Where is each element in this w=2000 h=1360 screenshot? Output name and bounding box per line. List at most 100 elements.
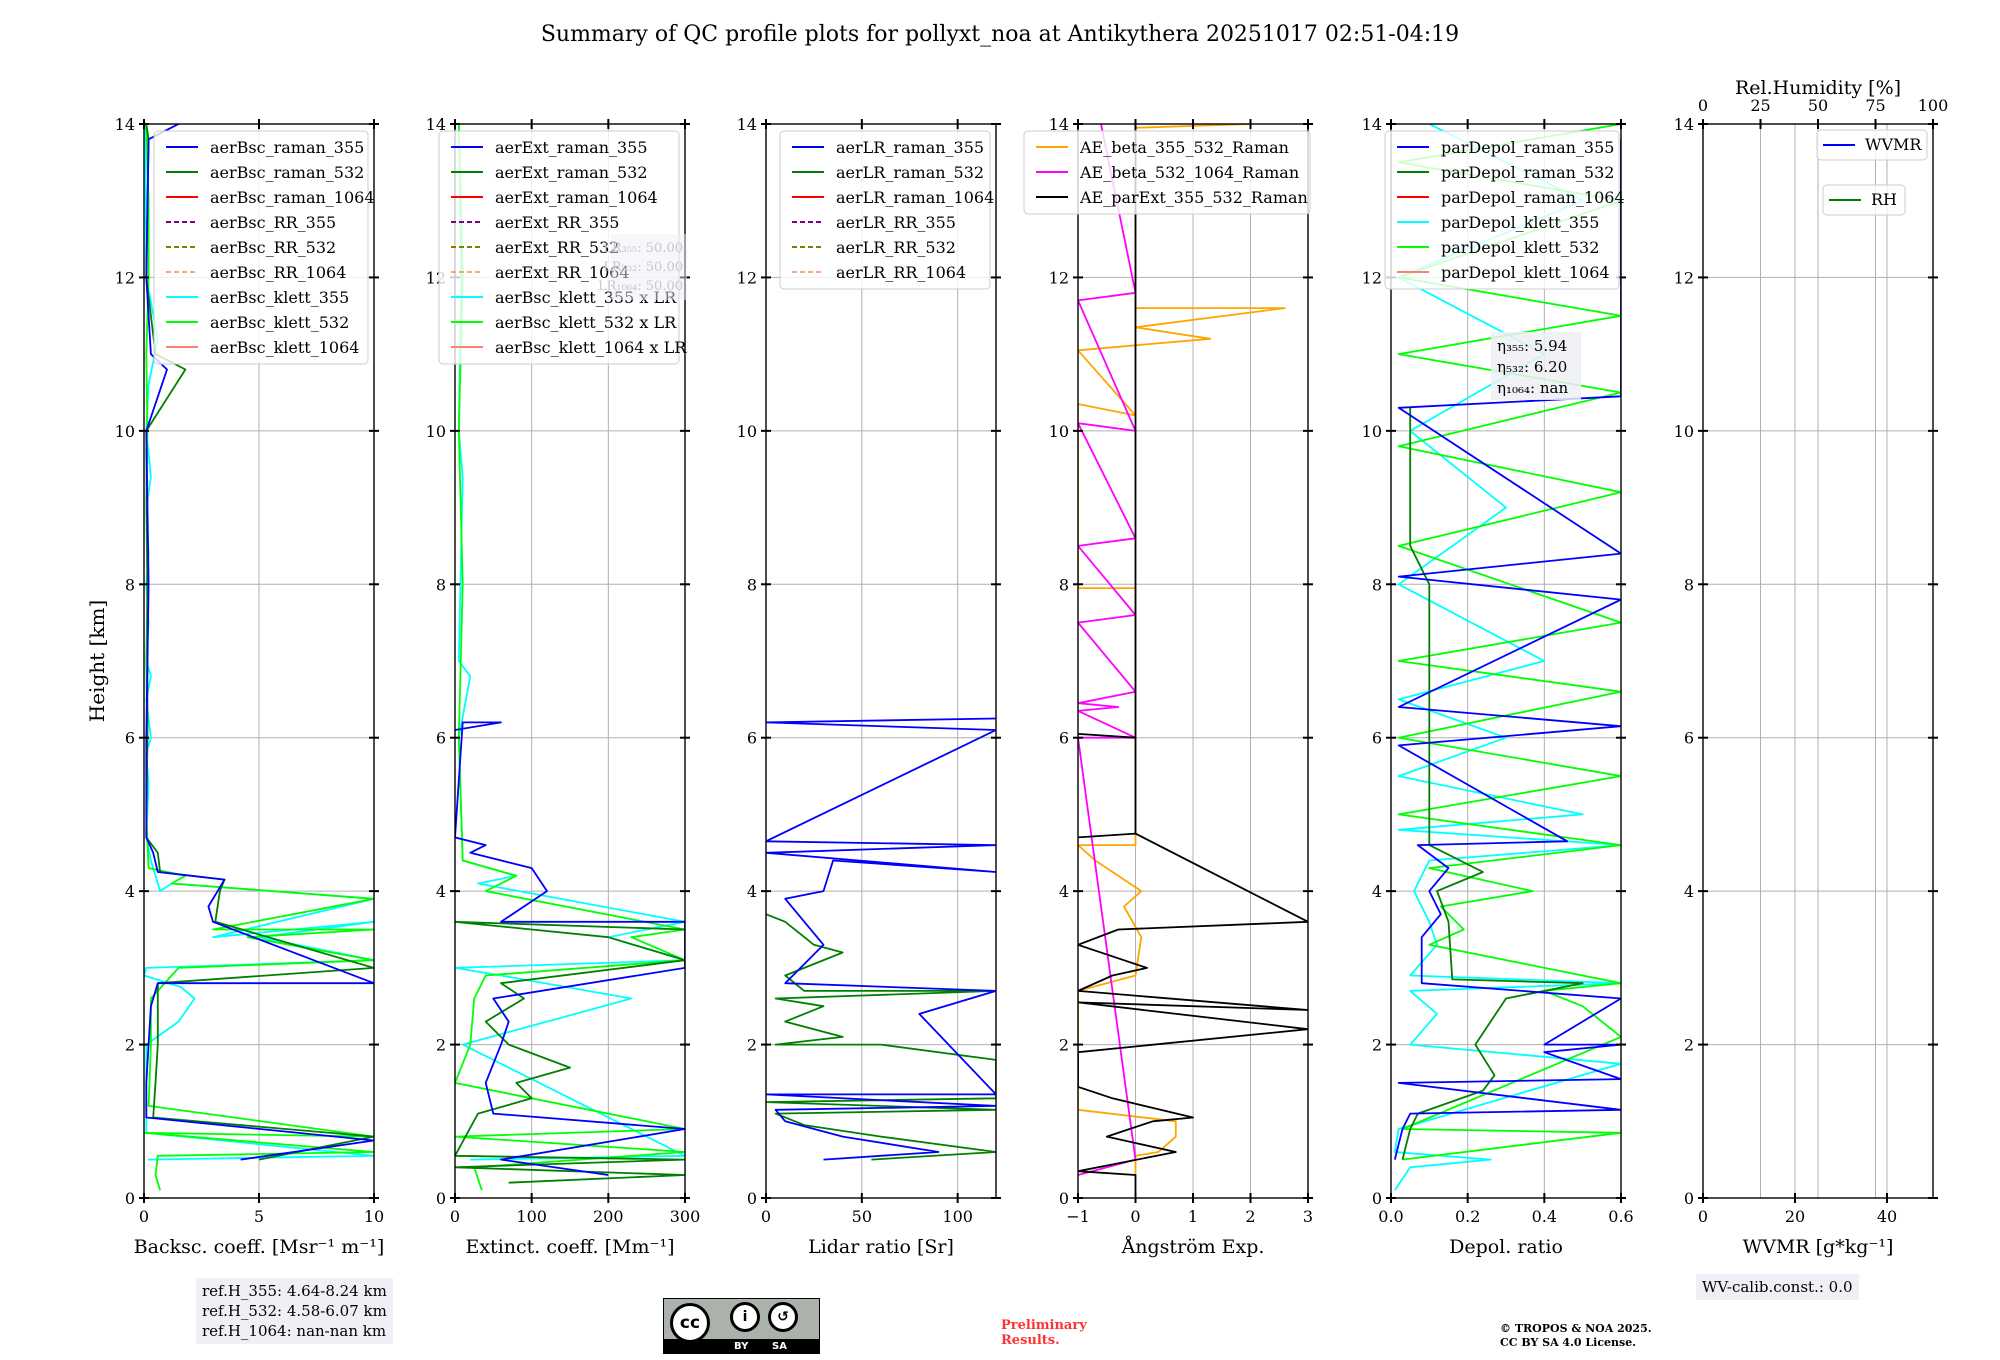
legend-label: aerExt_RR_355 (495, 213, 619, 232)
y-tick-label: 10 (1362, 422, 1382, 441)
y-tick-label: 10 (426, 422, 446, 441)
lr-annotation-box (611, 234, 687, 300)
series-aerExt_raman_532 (455, 920, 685, 1184)
legend-label: aerLR_raman_532 (836, 163, 984, 182)
legend-box (1384, 130, 1620, 290)
series-AE_beta_355_532_Raman (1078, 124, 1286, 1175)
y-tick-label: 14 (1049, 115, 1069, 134)
x-axis-label: Backsc. coeff. [Msr⁻¹ m⁻¹] (134, 1236, 385, 1258)
x-tick-label: 100 (942, 1207, 973, 1226)
copyright-line-2: CC BY SA 4.0 License. (1500, 1336, 1637, 1349)
y-tick-label: 4 (1059, 882, 1069, 901)
legend-label: AE_beta_355_532_Raman (1079, 138, 1289, 157)
legend-box (1822, 184, 1906, 216)
x-tick-label: 0 (1698, 1207, 1708, 1226)
x-tick-label: −1 (1066, 1207, 1090, 1226)
lr-annotation: LR₅₃₂: 50.00 (603, 260, 683, 275)
y-tick-label: 0 (436, 1189, 446, 1208)
legend-label: RH (1871, 190, 1897, 209)
x-tick-label: 0 (139, 1207, 149, 1226)
legend-label: aerBsc_raman_532 (210, 163, 364, 182)
figure-title: Summary of QC profile plots for pollyxt_… (540, 22, 1460, 47)
legend-label: aerLR_raman_1064 (836, 188, 994, 207)
y-tick-label: 4 (125, 882, 135, 901)
legend-box (1816, 129, 1928, 161)
y-tick-label: 2 (1372, 1036, 1382, 1055)
axes-frame (1390, 123, 1622, 1199)
x-tick-label: 0 (450, 1207, 460, 1226)
legend-label: AE_beta_532_1064_Raman (1079, 163, 1299, 182)
x-tick-label: 0.4 (1532, 1207, 1557, 1226)
x-tick-label: 0 (761, 1207, 771, 1226)
x2-tick-label: 0 (1698, 96, 1708, 115)
y-tick-label: 0 (1684, 1189, 1694, 1208)
y-tick-label: 6 (1684, 729, 1694, 748)
legend-label: aerLR_RR_355 (836, 213, 956, 232)
x2-axis-label: Rel.Humidity [%] (1735, 77, 1901, 99)
legend-label: parDepol_raman_1064 (1441, 188, 1625, 207)
eta-annotation-box (1491, 332, 1581, 400)
y-tick-label: 2 (747, 1036, 757, 1055)
series-group (1393, 124, 1621, 1191)
y-tick-label: 10 (115, 422, 135, 441)
y-tick-label: 14 (115, 115, 135, 134)
panel-depolarization: 0 2 4 6 8 10 12 14 0.0 0.2 0.4 0.6 Depol. ratio parDe… (1362, 115, 1634, 1258)
y-tick-label: 8 (1684, 575, 1694, 594)
legend-label: aerExt_raman_355 (495, 138, 648, 157)
eta-annotation: η₁₀₆₄: nan (1497, 379, 1568, 397)
y-tick-label: 6 (747, 729, 757, 748)
y-tick-label: 6 (1372, 729, 1382, 748)
y-tick-label: 14 (426, 115, 446, 134)
y-tick-label: 2 (436, 1036, 446, 1055)
y-tick-label: 14 (1362, 115, 1382, 134)
legend-label: aerBsc_raman_1064 (210, 188, 375, 207)
sa-label: SA (772, 1341, 787, 1352)
x-tick-label: 10 (364, 1207, 384, 1226)
legend-label: aerBsc_RR_1064 (210, 263, 346, 282)
y-tick-label: 8 (436, 575, 446, 594)
series-aerLR_raman_532 (766, 913, 996, 1161)
y-tick-label: 12 (115, 268, 135, 287)
x2-tick-label: 25 (1750, 96, 1770, 115)
x-axis-label: WVMR [g*kg⁻¹] (1743, 1236, 1894, 1258)
preliminary-line-1: Preliminary (1001, 1318, 1087, 1333)
legend-label: aerLR_raman_355 (836, 138, 984, 157)
legend-label: WVMR (1865, 135, 1922, 154)
legend-label: aerExt_raman_1064 (495, 188, 658, 207)
legend-label: aerLR_RR_1064 (836, 263, 966, 282)
copyright-note: © TROPOS & NOA 2025. CC BY SA 4.0 Licens… (1500, 1322, 1652, 1350)
x-axis-label: Lidar ratio [Sr] (808, 1236, 954, 1258)
x-tick-label: 3 (1303, 1207, 1313, 1226)
series-group (1078, 124, 1308, 1198)
badge-band (664, 1339, 819, 1353)
x-tick-label: 200 (593, 1207, 624, 1226)
y-tick-label: 0 (1059, 1189, 1069, 1208)
x-tick-label: 20 (1785, 1207, 1805, 1226)
y-tick-label: 12 (1049, 268, 1069, 287)
panel-lidar-ratio: 0 2 4 6 8 10 12 14 0 50 100 Lidar ratio [Sr] aerLR_r… (737, 115, 1001, 1258)
series-aerBsc_klett_532 x LR (455, 124, 685, 1191)
legend-label: aerBsc_RR_532 (210, 238, 336, 257)
axes-frame (454, 123, 686, 1199)
series-aerLR_raman_355 (766, 717, 996, 1161)
ref-height-532: ref.H_532: 4.58-6.07 km (202, 1302, 387, 1320)
x-tick-label: 0.2 (1455, 1207, 1480, 1226)
wv-calib-const: WV-calib.const.: 0.0 (1702, 1278, 1853, 1296)
y-tick-label: 2 (1684, 1036, 1694, 1055)
wv-calibration-box: WV-calib.const.: 0.0 (1696, 1274, 1859, 1300)
y-tick-label: 0 (1372, 1189, 1382, 1208)
legend-label: aerExt_RR_1064 (495, 263, 630, 282)
y-tick-label: 10 (1049, 422, 1069, 441)
x-tick-label: 0.6 (1608, 1207, 1633, 1226)
legend-label: aerLR_RR_532 (836, 238, 956, 257)
by-label: BY (734, 1341, 749, 1352)
ref-height-1064: ref.H_1064: nan-nan km (202, 1322, 387, 1340)
series-parDepol_klett_532 (1397, 124, 1621, 1161)
series-AE_beta_532_1064_Raman (1078, 124, 1137, 1176)
series-aerExt_raman_355 (455, 721, 685, 1176)
x-tick-label: 0 (1130, 1207, 1140, 1226)
series-aerBsc_klett_355 x LR (455, 124, 685, 1161)
legend-box (153, 130, 369, 365)
x-tick-label: 1 (1188, 1207, 1198, 1226)
legend-label: aerBsc_klett_532 (210, 313, 349, 332)
